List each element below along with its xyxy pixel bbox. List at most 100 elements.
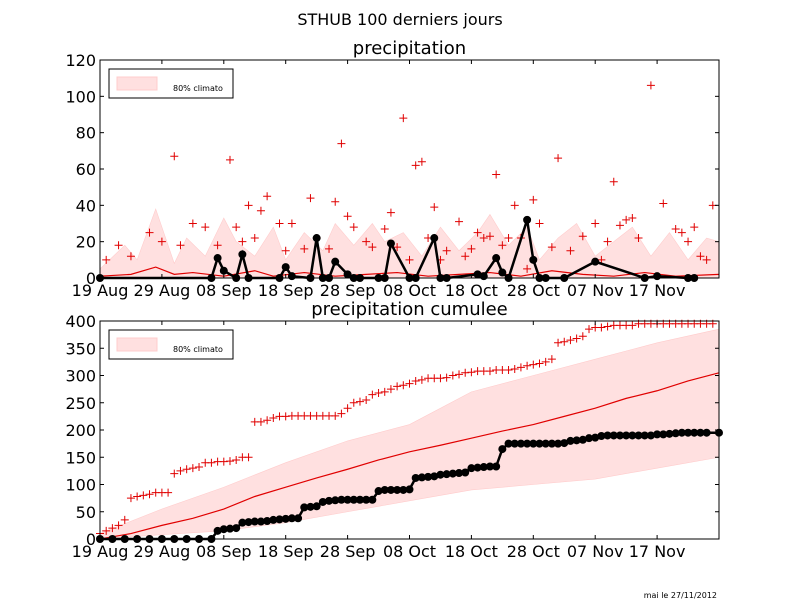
extreme-marker (671, 224, 680, 233)
observed-point (665, 429, 674, 438)
extreme-marker (547, 355, 556, 364)
extreme-marker (442, 246, 451, 255)
extreme-marker (405, 379, 414, 388)
observed-point (337, 495, 346, 504)
observed-point (362, 495, 371, 504)
y-tick-label: 200 (65, 421, 96, 440)
observed-point (331, 496, 340, 505)
observed-point (430, 472, 439, 481)
legend: 80% climato (108, 68, 234, 99)
observed-point (671, 429, 680, 438)
extreme-marker (393, 243, 402, 252)
extreme-marker (492, 170, 501, 179)
extreme-marker (374, 388, 383, 397)
x-tick-label: 07 Nov (567, 281, 624, 300)
observed-point (622, 431, 631, 440)
y-tick-label: 120 (65, 51, 96, 70)
observed-point (213, 254, 222, 263)
extreme-marker (380, 224, 389, 233)
extreme-marker (102, 255, 111, 264)
extreme-marker (393, 382, 402, 391)
extreme-marker (250, 234, 259, 243)
observed-point (541, 439, 550, 448)
extreme-marker (126, 494, 135, 503)
extreme-marker (232, 455, 241, 464)
observed-point (300, 503, 309, 512)
extreme-marker (195, 463, 204, 472)
extreme-marker (615, 221, 624, 230)
extreme-marker (504, 234, 513, 243)
observed-point (566, 436, 575, 445)
extreme-marker (578, 232, 587, 241)
chart-title: precipitation cumulee (311, 299, 508, 320)
x-tick-label: 19 Aug (72, 542, 129, 561)
x-tick-label: 08 Sep (196, 281, 252, 300)
extreme-marker (170, 152, 179, 161)
observed-point (405, 485, 414, 494)
observed-point (368, 495, 377, 504)
extreme-marker (331, 197, 340, 206)
y-tick-label: 80 (76, 124, 96, 143)
extreme-marker (145, 228, 154, 237)
extreme-marker (102, 526, 111, 535)
extreme-marker (516, 363, 525, 372)
observed-point (232, 524, 241, 533)
y-tick-label: 150 (65, 448, 96, 467)
observed-point (275, 515, 284, 524)
x-tick-label: 28 Sep (320, 281, 376, 300)
extreme-marker (337, 409, 346, 418)
y-tick-label: 60 (76, 160, 96, 179)
observed-point (374, 487, 383, 496)
y-tick-label: 400 (65, 312, 96, 331)
extreme-marker (126, 252, 135, 261)
extreme-marker (485, 232, 494, 241)
extreme-marker (634, 234, 643, 243)
observed-point (498, 445, 507, 454)
observed-point (529, 439, 538, 448)
extreme-marker (591, 219, 600, 228)
extreme-marker (399, 114, 408, 123)
extreme-marker (368, 243, 377, 252)
observed-point (349, 495, 358, 504)
extreme-marker (547, 243, 556, 252)
observed-point (263, 517, 272, 526)
extreme-marker (176, 241, 185, 250)
observed-point (510, 439, 519, 448)
extreme-marker (157, 237, 166, 246)
extreme-marker (368, 390, 377, 399)
legend-swatch (116, 76, 158, 91)
y-tick-label: 350 (65, 339, 96, 358)
observed-point (331, 257, 340, 266)
observed-point (504, 439, 513, 448)
observed-point (523, 439, 532, 448)
extreme-marker (263, 192, 272, 201)
observed-point (591, 433, 600, 442)
observed-point (677, 428, 686, 437)
extreme-marker (133, 492, 142, 501)
extreme-marker (207, 458, 216, 467)
x-tick-label: 29 Aug (134, 281, 191, 300)
extreme-marker (597, 323, 606, 332)
extreme-marker (281, 412, 290, 421)
y-tick-label: 100 (65, 476, 96, 495)
observed-point (281, 263, 290, 272)
observed-point (312, 234, 321, 243)
observed-point (696, 428, 705, 437)
x-tick-label: 18 Oct (445, 542, 498, 561)
extreme-marker (362, 237, 371, 246)
extreme-marker (362, 396, 371, 405)
extreme-marker (399, 381, 408, 390)
extreme-marker (411, 376, 420, 385)
observed-point (615, 431, 624, 440)
observed-point (479, 463, 488, 472)
extreme-marker (467, 368, 476, 377)
observed-point (535, 439, 544, 448)
extreme-marker (386, 385, 395, 394)
extreme-marker (349, 398, 358, 407)
observed-point (386, 485, 395, 494)
x-tick-label: 17 Nov (629, 281, 686, 300)
observed-point (399, 485, 408, 494)
observed-point (213, 526, 222, 535)
observed-point (256, 517, 265, 526)
extreme-marker (659, 199, 668, 208)
